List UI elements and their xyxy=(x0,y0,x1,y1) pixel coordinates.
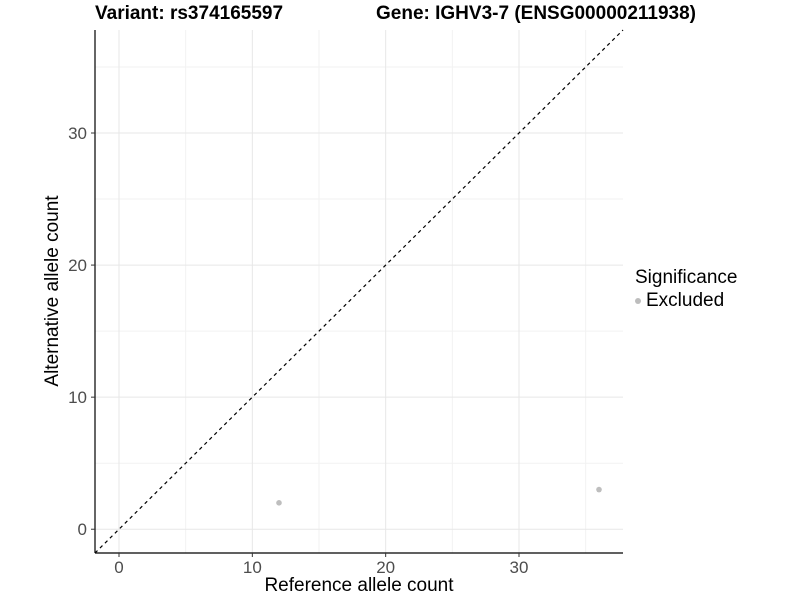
identity-line xyxy=(94,29,624,554)
y-tick-label: 0 xyxy=(78,520,87,539)
legend-item-label: Excluded xyxy=(646,290,725,311)
x-axis-title: Reference allele count xyxy=(264,575,454,596)
data-point xyxy=(276,500,282,506)
x-tick-label: 30 xyxy=(510,558,529,577)
legend: Significance Excluded xyxy=(635,267,737,312)
x-tick-label: 20 xyxy=(376,558,395,577)
x-tick-label: 0 xyxy=(114,558,123,577)
legend-point-icon xyxy=(635,298,641,304)
variant-title: Variant: rs374165597 xyxy=(95,3,284,24)
legend-title: Significance xyxy=(635,267,738,288)
x-tick-label: 10 xyxy=(243,558,262,577)
y-axis-title: Alternative allele count xyxy=(42,195,63,387)
y-tick-label: 30 xyxy=(68,124,87,143)
y-tick-label: 10 xyxy=(68,388,87,407)
data-point xyxy=(596,486,602,493)
legend-item-excluded: Excluded xyxy=(635,290,737,312)
y-tick-label: 20 xyxy=(68,256,87,275)
gene-title: Gene: IGHV3-7 (ENSG00000211938) xyxy=(376,3,697,24)
